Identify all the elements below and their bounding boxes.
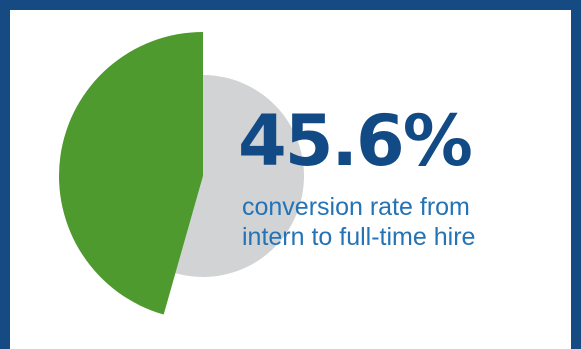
pie-slice-highlight — [59, 32, 203, 315]
pie-slice-remainder — [175, 75, 304, 277]
caption-line-1: conversion rate from — [242, 193, 470, 221]
stat-value: 45.6% — [238, 100, 473, 182]
stat-caption: conversion rate from intern to full-time… — [242, 192, 475, 252]
caption-line-2: intern to full-time hire — [242, 223, 476, 251]
